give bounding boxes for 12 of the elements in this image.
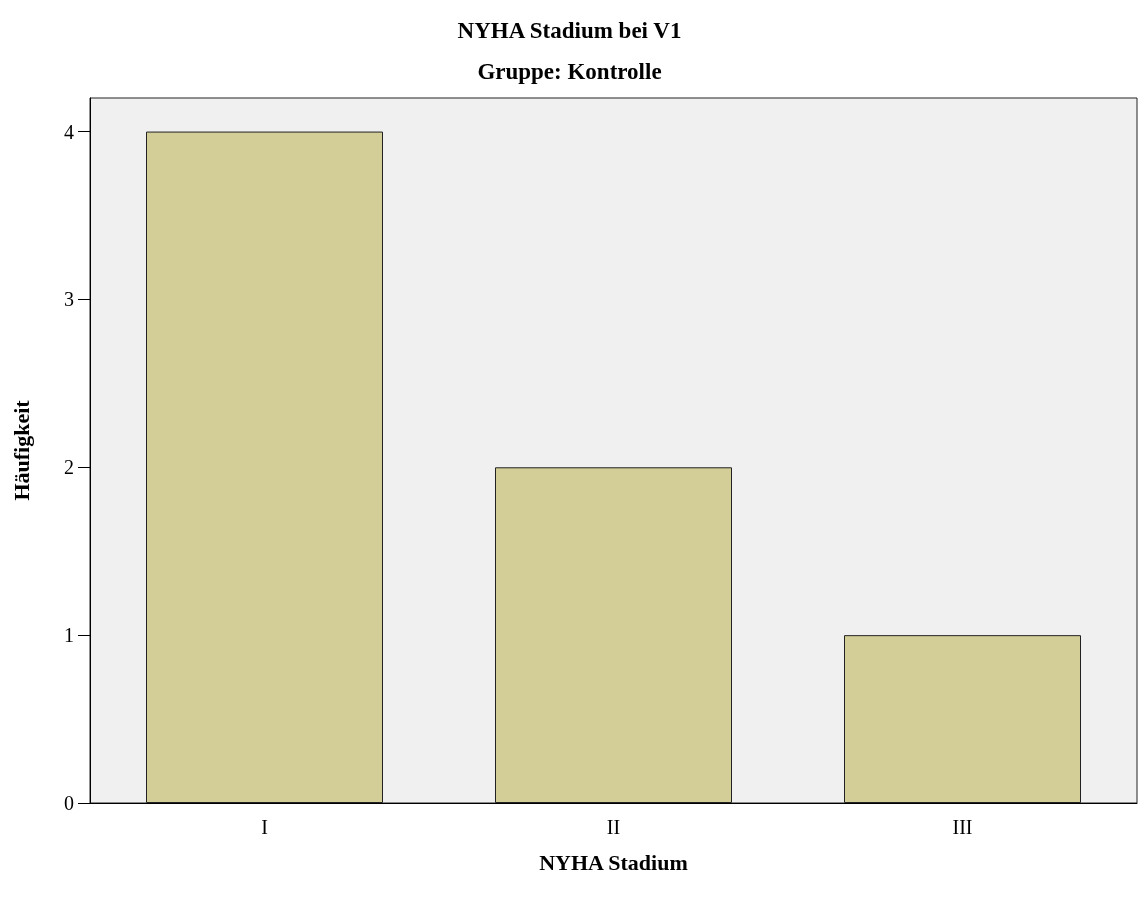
x-tick-label: I bbox=[261, 816, 268, 838]
x-axis-title: NYHA Stadium bbox=[539, 849, 688, 875]
y-tick-label: 2 bbox=[64, 456, 74, 479]
chart-title: NYHA Stadium bei V1 bbox=[457, 18, 682, 43]
y-tick-label: 0 bbox=[64, 792, 74, 814]
y-axis-title: Häufigkeit bbox=[8, 399, 34, 501]
x-tick-label: III bbox=[952, 816, 973, 838]
chart-subtitle: Gruppe: Kontrolle bbox=[477, 59, 662, 84]
y-tick-label: 1 bbox=[64, 624, 74, 647]
x-tick-label: II bbox=[606, 816, 621, 838]
y-tick-label: 4 bbox=[64, 120, 74, 143]
y-tick-label: 3 bbox=[64, 288, 74, 311]
